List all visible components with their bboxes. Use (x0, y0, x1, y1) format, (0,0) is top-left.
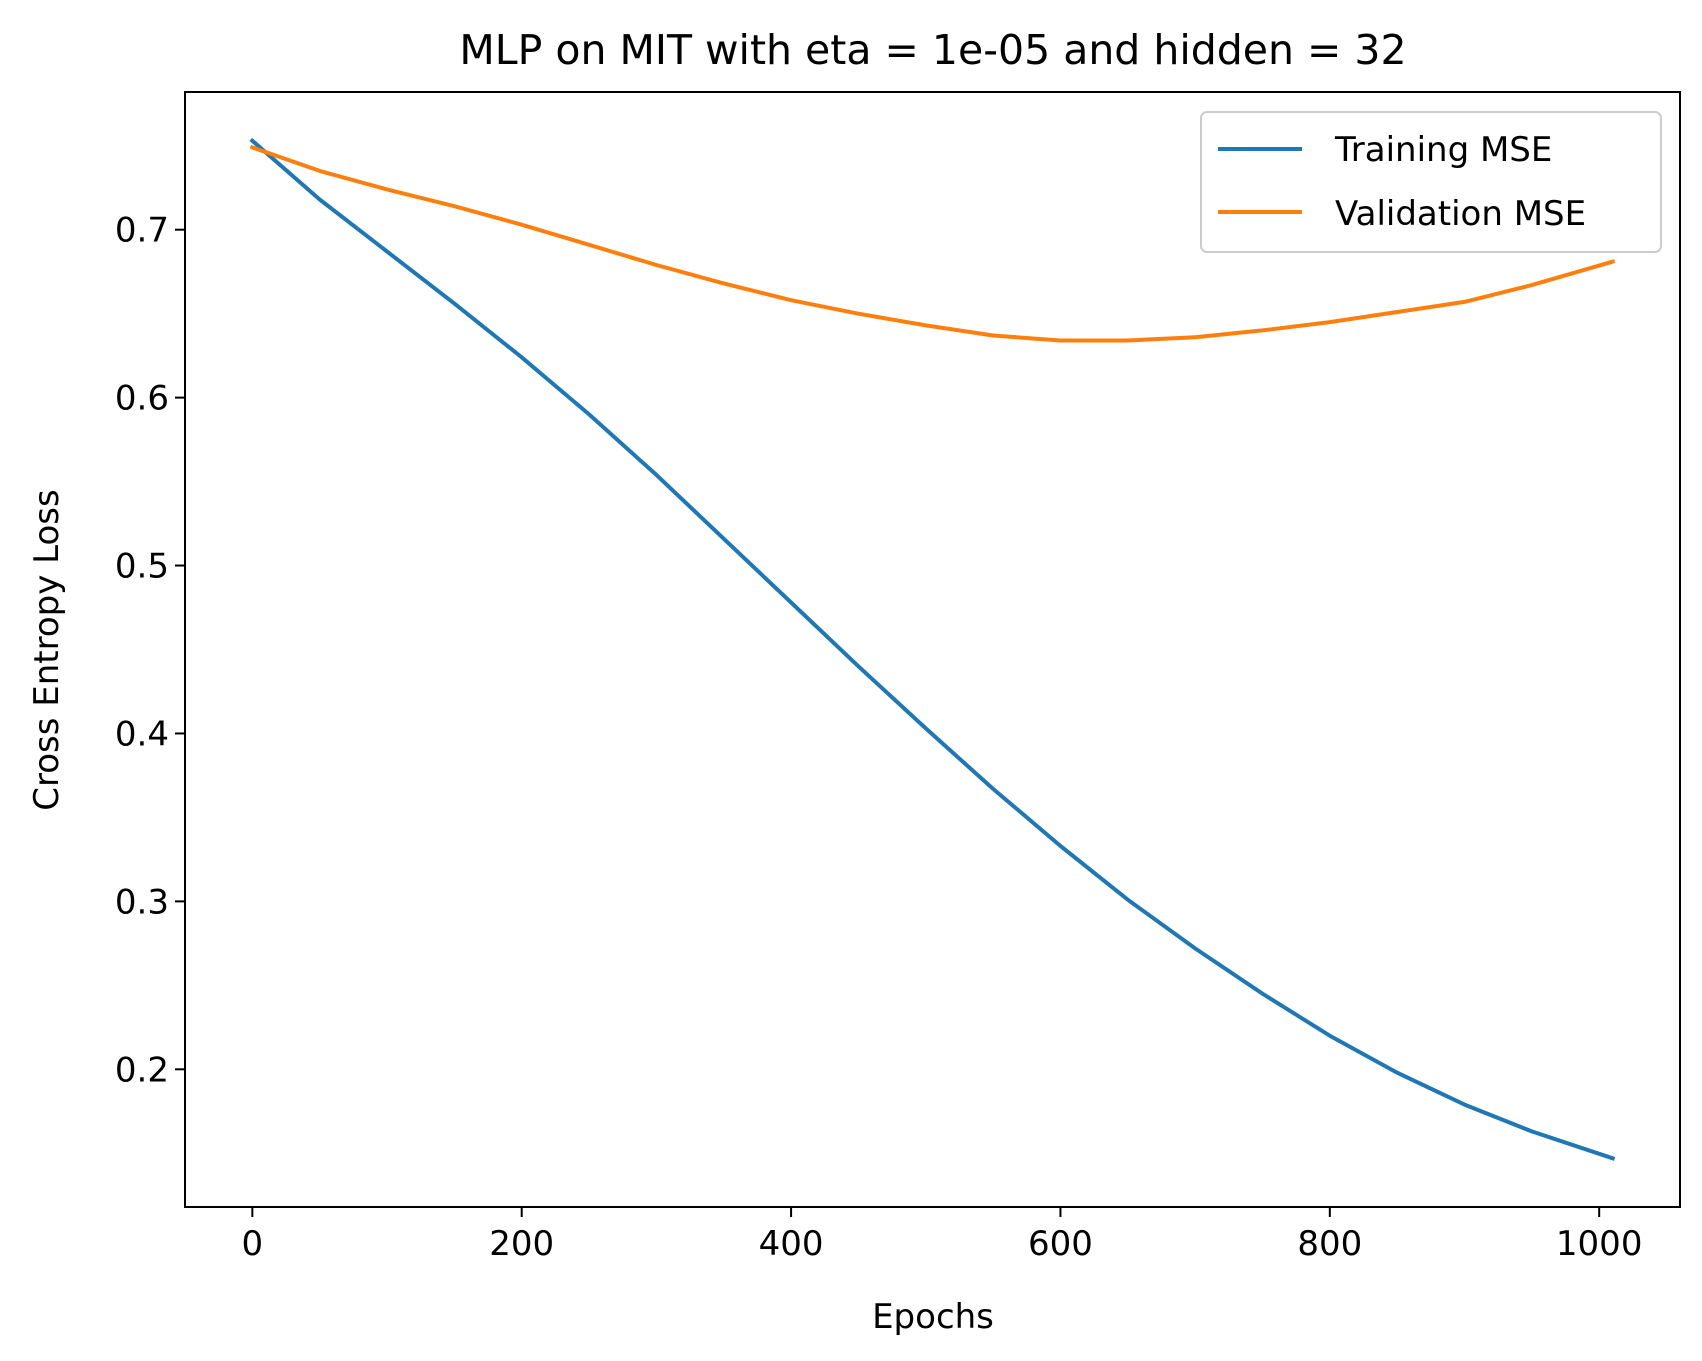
y-axis-label: Cross Entropy Loss (27, 489, 67, 811)
x-tick-label: 800 (1297, 1224, 1362, 1264)
y-tick-label: 0.2 (115, 1050, 169, 1090)
x-tick-label: 200 (489, 1224, 554, 1264)
x-axis-ticks: 0 200 400 600 800 1000 (242, 1207, 1643, 1264)
x-axis-label: Epochs (872, 1297, 994, 1337)
series-line-validation (249, 144, 1616, 343)
legend-label-training: Training MSE (1334, 130, 1552, 170)
y-tick-label: 0.4 (115, 714, 169, 754)
legend: Training MSE Validation MSE (1200, 111, 1662, 253)
y-tick-label: 0.5 (115, 547, 169, 587)
chart-title: MLP on MIT with eta = 1e-05 and hidden =… (459, 26, 1406, 74)
legend-box (1200, 111, 1662, 253)
series-line-training (249, 137, 1616, 1161)
y-tick-label: 0.6 (115, 379, 169, 419)
x-tick-label: 1000 (1556, 1224, 1643, 1264)
x-tick-label: 0 (242, 1224, 264, 1264)
plot-frame (184, 91, 1681, 1208)
y-tick-label: 0.7 (115, 211, 169, 251)
x-tick-label: 400 (759, 1224, 824, 1264)
plot-area (185, 92, 1680, 1207)
series-layer (249, 137, 1616, 1161)
y-axis-ticks: 0.2 0.3 0.4 0.5 0.6 0.7 (115, 211, 185, 1090)
x-tick-label: 600 (1028, 1224, 1093, 1264)
y-tick-label: 0.3 (115, 882, 169, 922)
legend-label-validation: Validation MSE (1335, 194, 1586, 234)
